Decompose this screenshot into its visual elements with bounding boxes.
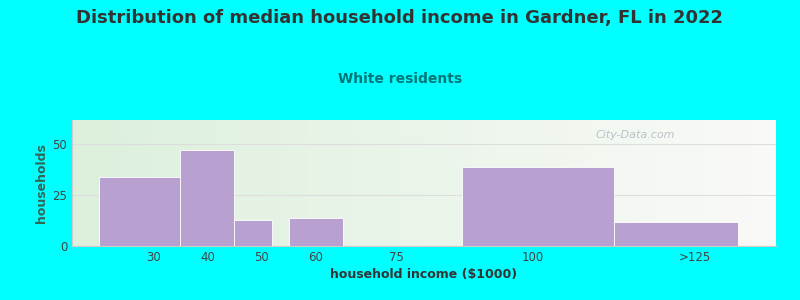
Bar	[462, 167, 614, 246]
Text: White residents: White residents	[338, 72, 462, 86]
X-axis label: household income ($1000): household income ($1000)	[330, 268, 518, 281]
Bar	[614, 222, 738, 246]
Y-axis label: households: households	[35, 143, 48, 223]
Bar	[180, 151, 234, 246]
Bar	[289, 218, 342, 246]
Bar	[99, 177, 180, 246]
Text: City-Data.com: City-Data.com	[595, 130, 675, 140]
Text: Distribution of median household income in Gardner, FL in 2022: Distribution of median household income …	[77, 9, 723, 27]
Bar	[234, 220, 272, 246]
